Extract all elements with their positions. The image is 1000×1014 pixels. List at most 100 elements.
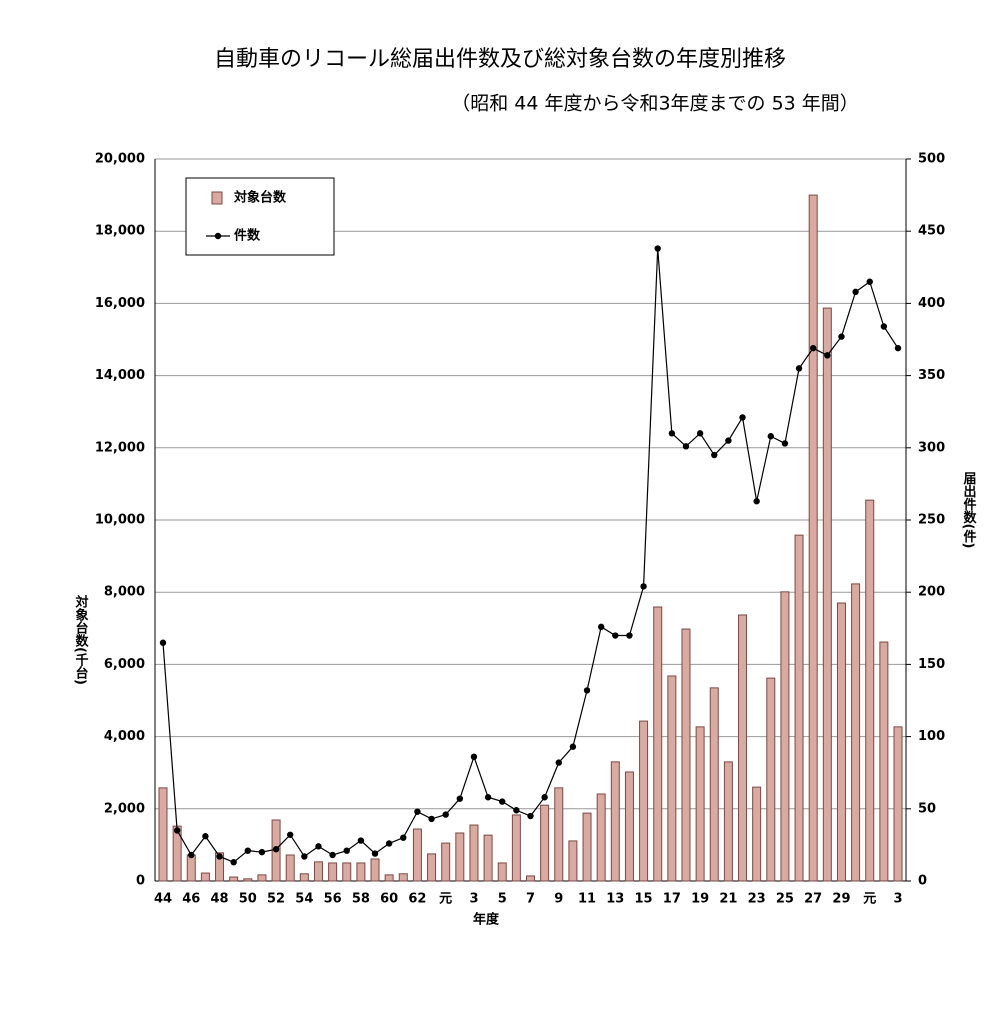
bar bbox=[879, 641, 889, 882]
x-tick-label: 56 bbox=[324, 892, 342, 907]
bar bbox=[370, 858, 380, 882]
bar bbox=[469, 824, 479, 882]
line-point bbox=[301, 853, 308, 860]
line-point bbox=[442, 811, 449, 818]
line-point bbox=[216, 853, 223, 860]
bar bbox=[497, 862, 507, 882]
x-tick-label: 11 bbox=[578, 892, 596, 907]
bar bbox=[752, 786, 762, 882]
chart-title: 自動車のリコール総届出件数及び総対象台数の年度別推移 bbox=[214, 47, 786, 72]
bar bbox=[215, 852, 225, 882]
bar bbox=[723, 761, 733, 882]
bar bbox=[158, 787, 168, 882]
y-tick-label: 10,000 bbox=[95, 513, 145, 528]
bar bbox=[582, 812, 592, 882]
bar bbox=[483, 834, 493, 882]
bar bbox=[836, 602, 846, 882]
bar bbox=[822, 307, 832, 882]
bar bbox=[596, 793, 606, 882]
x-tick-label: 29 bbox=[832, 892, 850, 907]
line-point bbox=[400, 834, 407, 841]
x-tick-label: 52 bbox=[267, 892, 285, 907]
line-point bbox=[555, 759, 562, 766]
bar bbox=[780, 591, 790, 882]
line-point bbox=[414, 808, 421, 815]
y2-tick-label: 250 bbox=[918, 513, 945, 528]
y-tick-label: 12,000 bbox=[95, 440, 145, 455]
bar bbox=[328, 862, 338, 882]
y2-tick-label: 400 bbox=[918, 296, 945, 311]
x-tick-label: 25 bbox=[776, 892, 794, 907]
line-point bbox=[725, 437, 732, 444]
bar bbox=[681, 628, 691, 882]
line-point bbox=[541, 794, 548, 801]
line-point bbox=[569, 743, 577, 750]
bar bbox=[229, 876, 239, 882]
line-point bbox=[824, 352, 831, 359]
bar bbox=[342, 862, 352, 882]
line-point bbox=[470, 753, 478, 761]
line-point bbox=[258, 848, 266, 856]
bar bbox=[299, 873, 309, 882]
y2-tick-label: 0 bbox=[918, 874, 927, 889]
bar bbox=[526, 875, 535, 882]
bar bbox=[865, 499, 875, 882]
line-point bbox=[287, 831, 294, 838]
bar bbox=[709, 687, 719, 882]
bar bbox=[851, 583, 861, 882]
y-tick-label: 2,000 bbox=[104, 801, 145, 816]
line-point bbox=[781, 440, 789, 447]
y-tick-label: 16,000 bbox=[95, 296, 145, 311]
bar bbox=[200, 872, 210, 882]
line-point bbox=[484, 794, 492, 801]
bar bbox=[624, 771, 634, 882]
bar bbox=[695, 726, 705, 882]
line-point bbox=[173, 827, 181, 834]
line-point bbox=[385, 840, 393, 847]
line-point bbox=[230, 859, 237, 866]
line-point bbox=[612, 632, 619, 639]
legend-label: 件数 bbox=[234, 228, 261, 244]
x-tick-label: 19 bbox=[691, 892, 709, 907]
legend-box bbox=[185, 177, 335, 256]
x-tick-label: 60 bbox=[380, 892, 398, 907]
y-tick-label: 14,000 bbox=[95, 368, 145, 383]
y2-tick-label: 500 bbox=[918, 152, 945, 167]
line-point bbox=[654, 245, 661, 252]
line-point bbox=[371, 850, 379, 857]
bar bbox=[257, 874, 267, 882]
line-point bbox=[272, 846, 280, 853]
bar bbox=[808, 194, 818, 882]
chart-subtitle: （昭和 44 年度から令和3年度までの 53 年間） bbox=[451, 93, 859, 115]
line-point bbox=[668, 430, 676, 437]
line-point bbox=[838, 333, 845, 340]
x-tick-label: 7 bbox=[526, 892, 535, 907]
x-tick-label: 元 bbox=[863, 892, 876, 907]
bar bbox=[893, 726, 903, 882]
line-point bbox=[767, 433, 774, 440]
line-point bbox=[456, 795, 464, 802]
y2-axis-label: 届出件数(件) bbox=[961, 472, 977, 549]
line-point bbox=[682, 443, 690, 450]
line-point bbox=[315, 843, 322, 850]
bar bbox=[610, 761, 620, 882]
line-point bbox=[711, 451, 718, 459]
bar bbox=[412, 828, 422, 882]
line-point bbox=[188, 851, 195, 859]
bar bbox=[285, 854, 295, 882]
y-tick-label: 6,000 bbox=[104, 657, 145, 672]
x-tick-label: 48 bbox=[210, 892, 228, 907]
bar bbox=[356, 862, 366, 882]
bar bbox=[511, 814, 521, 882]
line-point bbox=[499, 798, 506, 805]
x-tick-label: 44 bbox=[154, 892, 172, 907]
x-tick-label: 3 bbox=[893, 892, 902, 907]
x-axis-label: 年度 bbox=[473, 912, 500, 928]
line-point bbox=[597, 623, 605, 631]
bar bbox=[738, 614, 748, 882]
x-tick-label: 13 bbox=[606, 892, 624, 907]
bar bbox=[794, 534, 804, 882]
line-point bbox=[640, 583, 647, 590]
x-tick-label: 50 bbox=[239, 892, 257, 907]
y2-tick-label: 450 bbox=[918, 224, 945, 239]
